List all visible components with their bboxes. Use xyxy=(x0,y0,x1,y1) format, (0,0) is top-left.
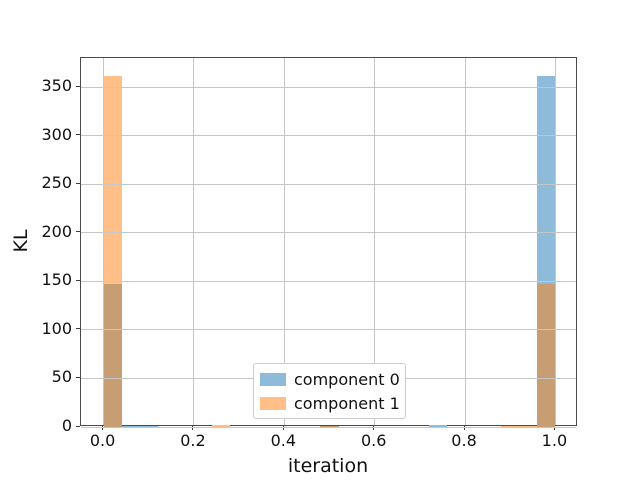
legend-label: component 0 xyxy=(294,369,400,389)
gridline-horizontal xyxy=(81,280,576,282)
y-tick-mark xyxy=(76,425,80,427)
y-tick-mark xyxy=(76,134,80,136)
histogram-bar-component-1 xyxy=(519,425,538,427)
gridline-horizontal xyxy=(81,329,576,331)
histogram-bar-component-1 xyxy=(501,425,520,427)
histogram-bar-overlap xyxy=(103,284,122,427)
x-tick-mark xyxy=(373,426,375,430)
gridline-vertical xyxy=(283,58,285,425)
y-tick-mark xyxy=(76,328,80,330)
histogram-bar-component-0 xyxy=(121,425,140,427)
y-tick-label: 350 xyxy=(41,76,72,96)
x-tick-mark xyxy=(102,426,104,430)
y-tick-label: 300 xyxy=(41,124,72,144)
gridline-vertical xyxy=(103,58,105,425)
x-tick-mark xyxy=(192,426,194,430)
y-tick-mark xyxy=(76,85,80,87)
y-tick-label: 250 xyxy=(41,173,72,193)
gridline-vertical xyxy=(374,58,376,425)
y-tick-label: 150 xyxy=(41,270,72,290)
y-tick-label: 100 xyxy=(41,318,72,338)
y-tick-mark xyxy=(76,231,80,233)
gridline-horizontal xyxy=(81,426,576,428)
histogram-bar-component-0 xyxy=(139,425,158,427)
y-tick-mark xyxy=(76,279,80,281)
x-tick-label: 0.6 xyxy=(360,431,387,450)
y-tick-label: 200 xyxy=(41,221,72,241)
x-tick-mark xyxy=(282,426,284,430)
legend-item: component 1 xyxy=(260,393,400,413)
plot-area: component 0 component 1 xyxy=(80,57,577,428)
histogram-bar-overlap xyxy=(320,425,339,427)
y-tick-label: 0 xyxy=(61,416,72,435)
histogram-bar-component-0 xyxy=(428,425,447,427)
y-tick-mark xyxy=(76,182,80,184)
x-tick-label: 1.0 xyxy=(541,431,568,450)
x-tick-mark xyxy=(463,426,465,430)
x-tick-label: 0.8 xyxy=(451,431,477,450)
histogram-bar-component-0 xyxy=(537,76,556,285)
histogram-bar-component-1 xyxy=(103,76,122,285)
gridline-vertical xyxy=(554,58,556,425)
x-tick-label: 0.2 xyxy=(180,431,206,450)
gridline-vertical xyxy=(193,58,195,425)
x-tick-label: 0.4 xyxy=(270,431,297,450)
legend: component 0 component 1 xyxy=(253,363,406,419)
histogram-bar-overlap xyxy=(537,284,556,427)
y-tick-mark xyxy=(76,376,80,378)
y-axis-label: KL xyxy=(10,229,32,253)
gridline-horizontal xyxy=(81,232,576,234)
gridline-horizontal xyxy=(81,183,576,185)
gridline-horizontal xyxy=(81,86,576,88)
x-tick-label: 0.0 xyxy=(89,431,116,450)
x-axis-label: iteration xyxy=(287,455,369,477)
gridline-vertical xyxy=(464,58,466,425)
histogram-bar-component-1 xyxy=(212,425,231,427)
gridline-horizontal xyxy=(81,135,576,137)
legend-swatch xyxy=(260,396,286,410)
legend-item: component 0 xyxy=(260,369,400,389)
x-tick-mark xyxy=(553,426,555,430)
legend-swatch xyxy=(260,372,286,386)
y-tick-label: 50 xyxy=(51,367,72,387)
legend-label: component 1 xyxy=(294,393,400,413)
